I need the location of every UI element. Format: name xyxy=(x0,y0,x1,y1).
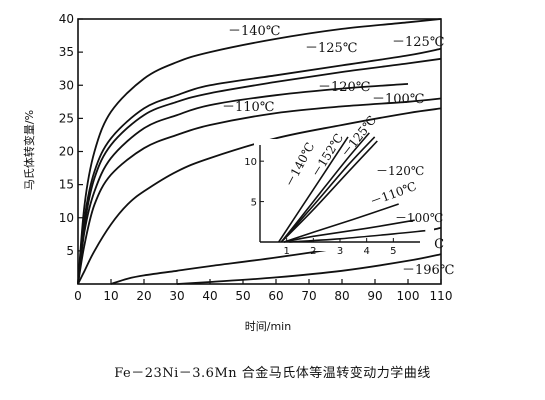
x-tick-label: 60 xyxy=(268,289,283,303)
x-tick-label: 20 xyxy=(136,289,151,303)
inset-x-tick-label: 2 xyxy=(310,246,316,257)
inset-curve-4 xyxy=(283,203,399,243)
inset-curve-label: －120℃ xyxy=(376,164,424,178)
curve-7 xyxy=(176,253,442,285)
curve-label: －120℃ xyxy=(318,80,370,95)
y-tick-label: 35 xyxy=(59,45,74,59)
curve-label: －125℃ xyxy=(305,41,357,56)
y-axis-label: 马氏体转变量/% xyxy=(22,110,36,190)
x-tick-label: 30 xyxy=(169,289,184,303)
curve-3 xyxy=(77,83,409,285)
x-tick-label: 90 xyxy=(367,289,382,303)
y-tick-label: 15 xyxy=(59,178,74,192)
x-tick-label: 110 xyxy=(430,289,453,303)
x-axis-label: 时间/min xyxy=(245,320,291,333)
inset-curve-2 xyxy=(280,136,376,243)
curve-2 xyxy=(77,57,442,285)
x-tick-label: 70 xyxy=(301,289,316,303)
inset-curve-1 xyxy=(280,132,370,243)
inset-curve-3 xyxy=(280,140,378,243)
x-tick-label: 10 xyxy=(103,289,118,303)
y-tick-label: 25 xyxy=(59,111,74,125)
y-tick-label: 10 xyxy=(59,211,74,225)
inset-x-tick-label: 3 xyxy=(337,246,343,257)
figure-caption: Fe－23Ni－3.6Mn 合金马氏体等温转变动力学曲线 xyxy=(114,366,431,381)
curve-label: －140℃ xyxy=(228,24,280,39)
curve-label: －196℃ xyxy=(402,263,454,278)
inset-curve-label: －100℃ xyxy=(395,211,443,225)
curve-4 xyxy=(77,97,442,285)
inset-curve-5 xyxy=(283,219,415,243)
y-tick-label: 20 xyxy=(59,145,74,159)
curve-label: －125℃ xyxy=(392,35,444,50)
curve-1 xyxy=(77,47,442,285)
curve-5 xyxy=(77,107,442,285)
x-tick-label: 50 xyxy=(235,289,250,303)
x-tick-label: 100 xyxy=(397,289,420,303)
curve-label: －100℃ xyxy=(372,92,424,107)
curve-label: －110℃ xyxy=(222,100,274,115)
inset-y-tick-label: 5 xyxy=(251,198,257,209)
x-tick-label: 80 xyxy=(334,289,349,303)
y-tick-label: 40 xyxy=(59,12,74,26)
inset-x-tick-label: 5 xyxy=(390,246,396,257)
inset-y-tick-label: 10 xyxy=(244,157,257,168)
inset-x-tick-label: 1 xyxy=(283,246,289,257)
curve-0 xyxy=(77,18,442,285)
y-tick-label: 30 xyxy=(59,78,74,92)
y-tick-label: 5 xyxy=(66,244,74,258)
x-tick-label: 40 xyxy=(202,289,217,303)
inset-x-tick-label: 4 xyxy=(363,246,369,257)
inset-curve-6 xyxy=(289,229,426,243)
inset-curve-0 xyxy=(278,136,349,243)
x-tick-label: 0 xyxy=(74,289,82,303)
